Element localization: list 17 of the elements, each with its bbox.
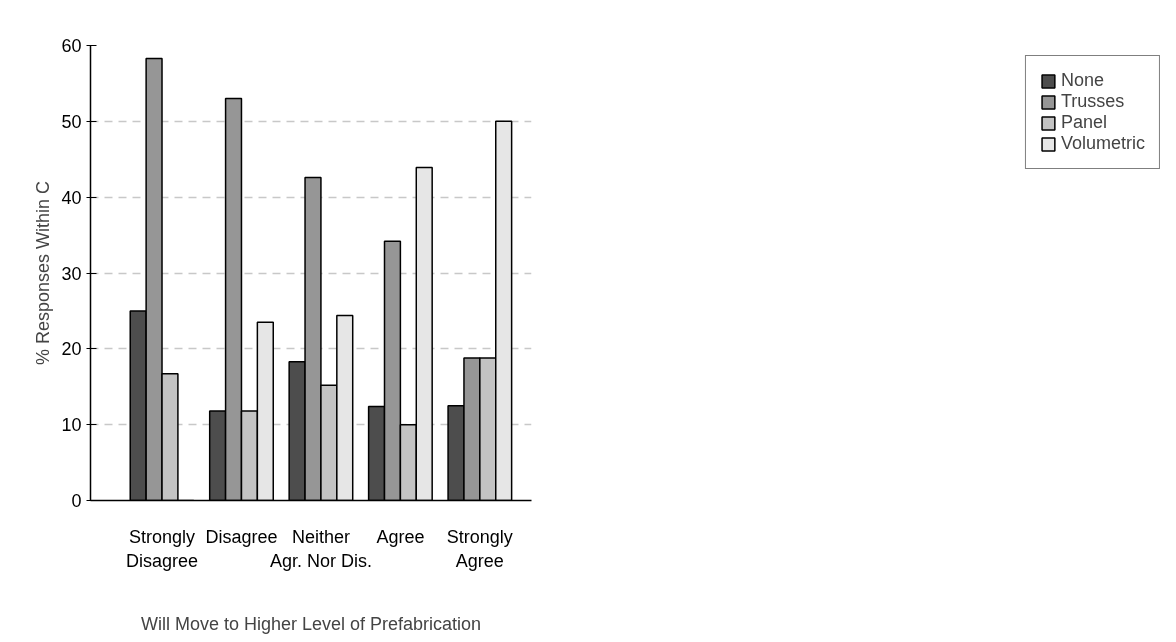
x-tick-label: Agree — [376, 526, 425, 547]
legend-label: Volumetric — [1060, 133, 1145, 154]
x-tick-label: Strongly Agree — [446, 526, 513, 571]
y-tick-label: 40 — [61, 187, 82, 208]
x-tick-label: Disagree — [205, 526, 278, 547]
legend-label: None — [1060, 70, 1104, 91]
y-tick-label: 10 — [61, 415, 82, 436]
legend-label: Trusses — [1060, 91, 1125, 112]
y-tick-label: 50 — [61, 111, 82, 132]
y-tick-label: 30 — [61, 263, 82, 284]
y-tick-label: 60 — [61, 36, 82, 56]
legend-label: Panel — [1060, 112, 1107, 133]
y-tick-label: 0 — [71, 491, 82, 511]
y-axis-title: % Responses Within C — [33, 180, 54, 366]
y-tick-label: 20 — [61, 339, 82, 360]
x-axis-title: Will Move to Higher Level of Prefabrication — [140, 613, 482, 634]
x-tick-label: Strongly Disagree — [126, 526, 199, 571]
